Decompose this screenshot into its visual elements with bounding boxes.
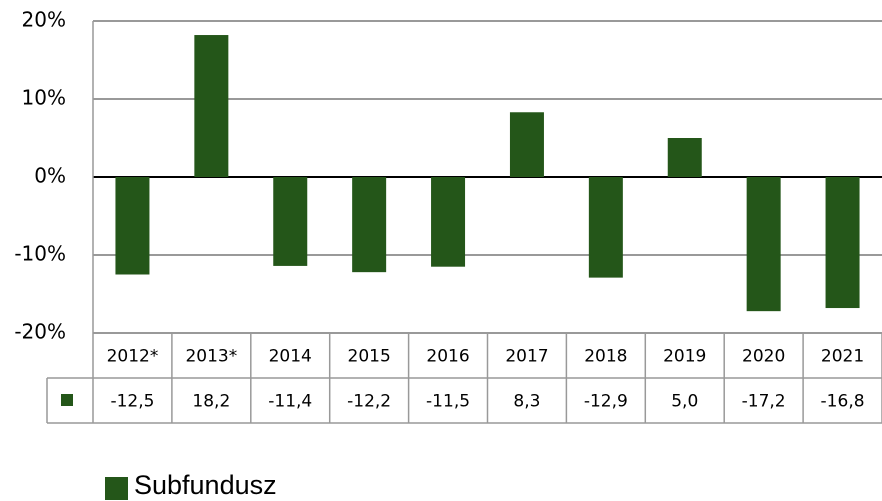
y-tick-label: -10%	[14, 242, 66, 266]
y-tick-label: -20%	[14, 320, 66, 344]
x-tick-label: 2014	[269, 347, 312, 367]
data-label: 8,3	[513, 392, 540, 412]
y-tick-label: 0%	[34, 164, 66, 188]
data-label: -11,4	[268, 392, 312, 412]
bar	[194, 35, 229, 177]
x-tick-label: 2020	[742, 347, 785, 367]
bar	[825, 177, 860, 309]
y-tick-label: 10%	[22, 86, 66, 110]
data-label: -17,2	[742, 392, 786, 412]
x-tick-label: 2015	[348, 347, 391, 367]
x-tick-label: 2021	[821, 347, 864, 367]
data-label: 5,0	[671, 392, 698, 412]
data-label: -12,2	[347, 392, 391, 412]
bar	[746, 177, 781, 312]
bar	[509, 112, 544, 177]
x-tick-label: 2012*	[107, 347, 159, 367]
bar	[431, 177, 466, 267]
legend-label: Subfundusz	[134, 470, 277, 500]
x-tick-label: 2016	[426, 347, 469, 367]
bar	[273, 177, 308, 266]
data-label: -11,5	[426, 392, 470, 412]
y-tick-label: 20%	[22, 8, 66, 32]
data-label: -12,5	[110, 392, 154, 412]
bar	[588, 177, 623, 278]
x-tick-label: 2013*	[185, 347, 237, 367]
bar	[667, 138, 702, 177]
bar	[115, 177, 150, 275]
x-tick-label: 2019	[663, 347, 706, 367]
legend-key	[105, 477, 128, 500]
bar	[352, 177, 387, 273]
data-label: 18,2	[192, 392, 230, 412]
x-tick-label: 2018	[584, 347, 627, 367]
legend-key	[61, 394, 73, 406]
data-label: -16,8	[821, 392, 865, 412]
data-label: -12,9	[584, 392, 628, 412]
x-tick-label: 2017	[505, 347, 548, 367]
